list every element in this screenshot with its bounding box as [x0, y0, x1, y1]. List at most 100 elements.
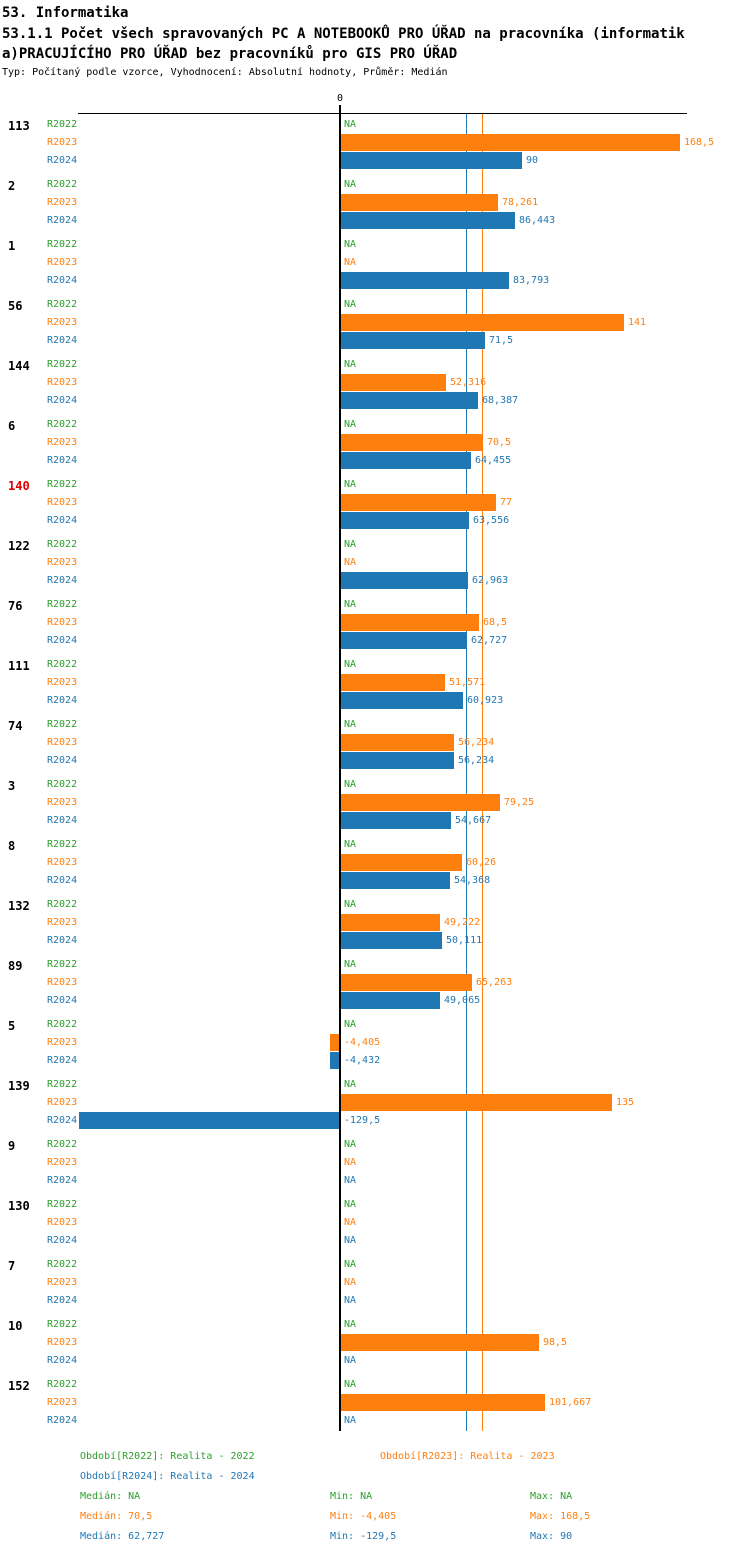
value-label-na: NA [344, 1079, 357, 1090]
bar-r2024 [341, 392, 478, 409]
stat-max-r2022: Max: NA [530, 1491, 573, 1502]
chart-row: R2023 68,5 [0, 614, 750, 632]
chart-row: R2024 56,234 [0, 752, 750, 770]
period-label: R2022 [47, 539, 78, 550]
group-id-label: 8 [8, 839, 16, 853]
value-label-na: NA [344, 1157, 357, 1168]
chart-row: R2024 64,455 [0, 452, 750, 470]
chart-row: R2022 NA [0, 1016, 750, 1034]
chart-row: R2023 -4,405 [0, 1034, 750, 1052]
chart-row: R2022 NA [0, 236, 750, 254]
median-line-r2024 [466, 114, 467, 1431]
stat-min-r2023: Min: -4,405 [330, 1511, 397, 1522]
bar-group: 139 R2022 NA R2023 135 R2024 -129,5 [0, 1073, 750, 1133]
bar-group: 113 R2022 NA R2023 168,5 R2024 90 [0, 113, 750, 173]
chart-row: R2024 -129,5 [0, 1112, 750, 1130]
bar-r2023 [341, 914, 440, 931]
period-label: R2024 [47, 395, 78, 406]
value-label: 52,316 [450, 377, 487, 388]
value-label-na: NA [344, 1139, 357, 1150]
bar-group: 5 R2022 NA R2023 -4,405 R2024 -4,432 [0, 1013, 750, 1073]
chart-title-line2: a)PRACUJÍCÍHO PRO ÚŘAD bez pracovníků pr… [2, 46, 458, 62]
bar-group: 9 R2022 NA R2023 NA R2024 NA [0, 1133, 750, 1193]
bar-r2024 [341, 212, 515, 229]
bar-r2024 [341, 332, 485, 349]
chart-row: R2024 83,793 [0, 272, 750, 290]
period-label: R2024 [47, 215, 78, 226]
value-label: 78,261 [502, 197, 539, 208]
period-label: R2022 [47, 959, 78, 970]
bar-group: 132 R2022 NA R2023 49,222 R2024 50,111 [0, 893, 750, 953]
period-label: R2022 [47, 1199, 78, 1210]
value-label: 62,727 [471, 635, 508, 646]
value-label: 90 [526, 155, 539, 166]
bar-r2024 [341, 752, 454, 769]
bar-group: 74 R2022 NA R2023 56,234 R2024 56,234 [0, 713, 750, 773]
chart-row: R2024 86,443 [0, 212, 750, 230]
value-label: 49,222 [444, 917, 481, 928]
value-label-na: NA [344, 1277, 357, 1288]
bar-group: 56 R2022 NA R2023 141 R2024 71,5 [0, 293, 750, 353]
legend-r2024: Období[R2024]: Realita - 2024 [80, 1471, 255, 1482]
value-label: 135 [616, 1097, 635, 1108]
value-label: 98,5 [543, 1337, 568, 1348]
value-label-na: NA [344, 179, 357, 190]
value-label: 60,26 [466, 857, 497, 868]
bar-r2024 [341, 872, 450, 889]
period-label: R2022 [47, 779, 78, 790]
period-label: R2023 [47, 917, 78, 928]
value-label: 68,5 [483, 617, 508, 628]
value-label: -4,405 [344, 1037, 381, 1048]
stat-median-r2024: Medián: 62,727 [80, 1531, 165, 1542]
period-label: R2023 [47, 137, 78, 148]
chart-row: R2022 NA [0, 896, 750, 914]
value-label-na: NA [344, 359, 357, 370]
period-label: R2023 [47, 257, 78, 268]
chart-row: R2022 NA [0, 356, 750, 374]
period-label: R2022 [47, 1319, 78, 1330]
chart-area: 113 R2022 NA R2023 168,5 R2024 90 2 R2022 NA R2023… [0, 105, 750, 1433]
value-label: 54,368 [454, 875, 491, 886]
value-label-na: NA [344, 1295, 357, 1306]
chart-row: R2024 50,111 [0, 932, 750, 950]
period-label: R2023 [47, 1337, 78, 1348]
value-label: 49,065 [444, 995, 481, 1006]
chart-row: R2024 49,065 [0, 992, 750, 1010]
value-label: 70,5 [487, 437, 512, 448]
period-label: R2024 [47, 575, 78, 586]
period-label: R2023 [47, 1037, 78, 1048]
value-label-na: NA [344, 539, 357, 550]
period-label: R2023 [47, 797, 78, 808]
zero-tick-label: 0 [336, 93, 344, 104]
chart-row: R2024 63,556 [0, 512, 750, 530]
chart-row: R2024 NA [0, 1292, 750, 1310]
bar-group: 6 R2022 NA R2023 70,5 R2024 64,455 [0, 413, 750, 473]
period-label: R2023 [47, 617, 78, 628]
group-id-label: 56 [8, 299, 23, 313]
chart-row: R2024 68,387 [0, 392, 750, 410]
chart-row: R2023 65,263 [0, 974, 750, 992]
chart-row: R2022 NA [0, 1316, 750, 1334]
bar-r2023 [341, 374, 446, 391]
period-label: R2022 [47, 1259, 78, 1270]
group-id-label: 7 [8, 1259, 16, 1273]
bar-group: 122 R2022 NA R2023 NA R2024 62,963 [0, 533, 750, 593]
period-label: R2024 [47, 695, 78, 706]
stat-median-r2023: Medián: 70,5 [80, 1511, 153, 1522]
bar-r2023 [341, 194, 498, 211]
chart-row: R2022 NA [0, 1256, 750, 1274]
period-label: R2024 [47, 995, 78, 1006]
period-label: R2024 [47, 155, 78, 166]
value-label-na: NA [344, 299, 357, 310]
period-label: R2022 [47, 899, 78, 910]
value-label: 63,556 [473, 515, 510, 526]
period-label: R2024 [47, 1355, 78, 1366]
chart-row: R2024 NA [0, 1412, 750, 1430]
period-label: R2024 [47, 335, 78, 346]
value-label-na: NA [344, 1379, 357, 1390]
period-label: R2022 [47, 1139, 78, 1150]
chart-row: R2024 62,963 [0, 572, 750, 590]
chart-row: R2022 NA [0, 656, 750, 674]
bar-r2024 [341, 152, 522, 169]
bar-r2024 [341, 812, 451, 829]
